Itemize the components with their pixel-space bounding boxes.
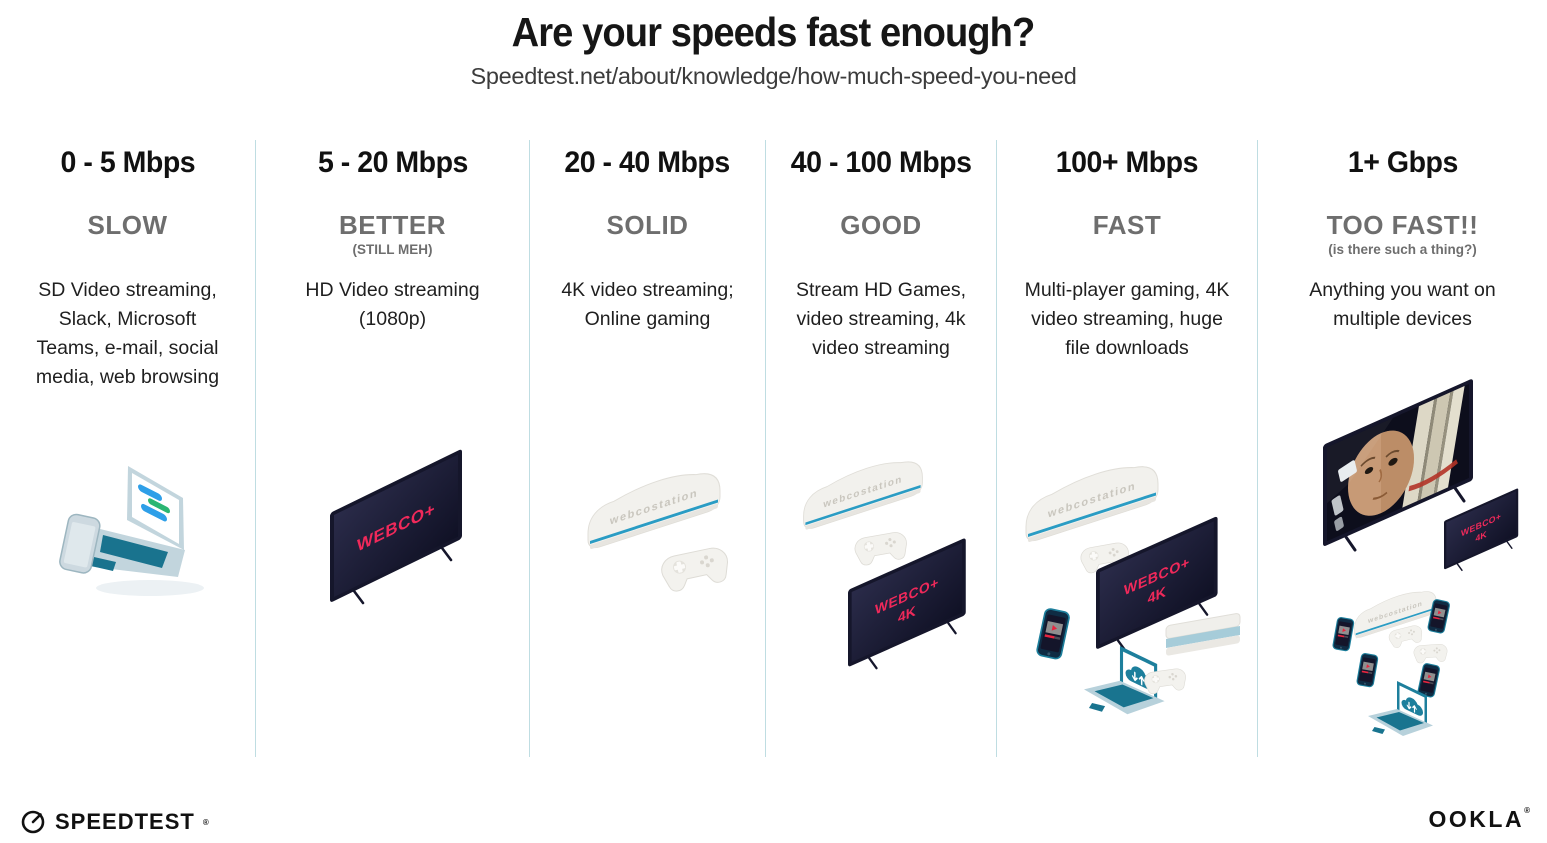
speedtest-logo: SPEEDTEST ® <box>20 808 209 836</box>
speedtest-registered-mark: ® <box>202 817 209 827</box>
tier-description: 4K video streaming; Online gaming <box>561 279 734 330</box>
speed-range: 20 - 40 Mbps <box>564 146 731 179</box>
column-100-plus-mbps: 100+ Mbps FAST Multi-player gaming, 4K v… <box>997 140 1258 757</box>
tier-description: SD Video streaming, Slack, Microsoft Tea… <box>35 279 220 388</box>
laptop-touchpad <box>91 557 116 571</box>
tier-note: (STILL MEH) <box>352 242 433 257</box>
console-and-4k-tv-illustration <box>803 449 967 670</box>
tier-label: TOO FAST!! <box>1326 210 1479 240</box>
speed-range: 1+ Gbps <box>1347 146 1458 179</box>
laptop-keyboard <box>100 535 168 568</box>
ookla-registered-mark: ® <box>1524 806 1530 815</box>
column-1-plus-gbps: 1+ Gbps TOO FAST!! (is there such a thin… <box>1258 140 1547 757</box>
tier-label: FAST <box>1092 210 1162 240</box>
page-subtitle: Speedtest.net/about/knowledge/how-much-s… <box>470 63 1077 90</box>
tier-note <box>0 242 255 262</box>
column-40-100-mbps: 40 - 100 Mbps GOOD Stream HD Games, vide… <box>766 140 997 757</box>
tier-label: GOOD <box>840 210 922 240</box>
movie-tv <box>1323 379 1473 552</box>
hd-tv-illustration <box>328 447 464 605</box>
column-20-40-mbps: 20 - 40 Mbps SOLID 4K video streaming; O… <box>530 140 766 757</box>
laptop-and-phone-illustration <box>59 466 204 596</box>
multi-device-illustration <box>1025 453 1241 715</box>
tier-note <box>530 242 765 262</box>
ookla-logo: OOKLA ® <box>1429 806 1530 833</box>
everything-illustration <box>1323 379 1519 737</box>
speed-range: 40 - 100 Mbps <box>790 146 972 179</box>
tier-description: Multi-player gaming, 4K video streaming,… <box>1024 279 1230 359</box>
tier-label: BETTER <box>339 210 446 240</box>
tier-note <box>997 242 1257 262</box>
page-title: Are your speeds fast enough? <box>512 9 1036 55</box>
astronaut-movie-scene <box>1327 383 1469 542</box>
speed-range: 5 - 20 Mbps <box>317 146 468 179</box>
speedtest-wordmark: SPEEDTEST <box>55 809 195 834</box>
header: Are your speeds fast enough? Speedtest.n… <box>0 9 1547 90</box>
chat-bubbles-icon <box>138 484 170 522</box>
tier-description: Anything you want on multiple devices <box>1309 279 1496 330</box>
tier-description: HD Video streaming (1080p) <box>305 279 480 330</box>
speed-range: 0 - 5 Mbps <box>60 146 195 179</box>
tier-description: Stream HD Games, video streaming, 4k vid… <box>795 279 967 359</box>
tier-label: SOLID <box>606 210 689 240</box>
slim-console <box>1165 613 1241 656</box>
game-console-illustration <box>587 460 733 594</box>
tier-note: (is there such a thing?) <box>1328 242 1477 257</box>
tier-label: SLOW <box>87 210 168 240</box>
speed-tier-columns: 0 - 5 Mbps SLOW SD Video streaming, Slac… <box>0 140 1547 757</box>
column-0-5-mbps: 0 - 5 Mbps SLOW SD Video streaming, Slac… <box>0 140 256 757</box>
phone <box>59 513 101 574</box>
speed-range: 100+ Mbps <box>1055 146 1199 179</box>
speedtest-gauge-icon <box>21 810 45 834</box>
ookla-wordmark: OOKLA <box>1428 806 1525 832</box>
tier-note <box>766 242 996 262</box>
column-5-20-mbps: 5 - 20 Mbps BETTER (STILL MEH) HD Video … <box>256 140 530 757</box>
